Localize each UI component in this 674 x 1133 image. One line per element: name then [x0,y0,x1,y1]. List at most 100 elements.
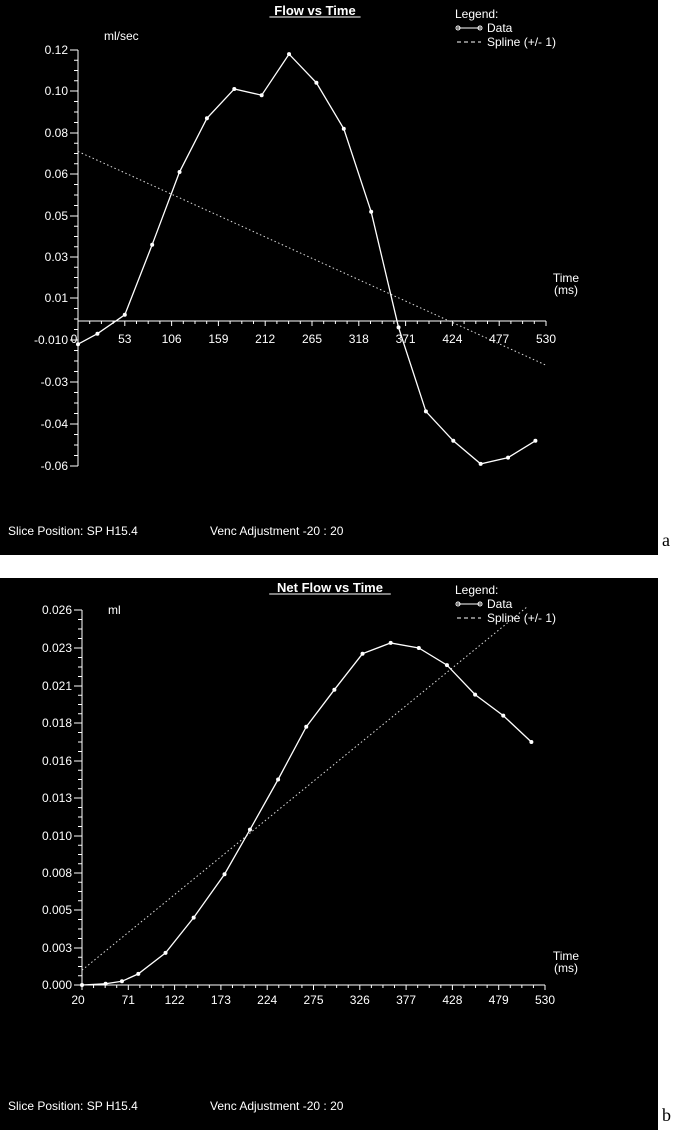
y-axis-unit: ml [108,603,121,617]
data-point [473,692,478,697]
legend-data-marker [477,25,483,31]
net-flow-vs-time-chart: Net Flow vs Time ml 0.026 0.023 0.021 0.018 0.… [8,580,580,1113]
data-point [396,325,401,330]
y-tick-label: 0.013 [42,791,72,805]
data-point [122,312,127,317]
x-tick-label: 479 [489,993,509,1007]
chart-title: Flow vs Time [274,3,355,18]
data-point [506,455,511,460]
legend-data-marker [455,601,461,607]
y-tick-label: 0.023 [42,641,72,655]
y-tick-label: -0.04 [41,417,69,431]
spline-line [81,606,528,971]
data-point [259,93,264,98]
x-tick-label: 477 [489,332,509,346]
x-tick-label: 318 [349,332,369,346]
y-tick-label: 0.010 [42,829,72,843]
x-tick-label: 106 [162,332,182,346]
spline-line [77,150,547,366]
chart-panel-b: Net Flow vs Time ml 0.026 0.023 0.021 0.018 0.… [0,578,658,1130]
legend-data-marker [455,25,461,31]
x-tick-label: 424 [442,332,462,346]
data-line [77,53,536,465]
data-point [388,640,393,645]
y-tick-label: 0.01 [45,291,69,305]
x-tick-label: 428 [442,993,462,1007]
data-point [232,86,237,91]
x-tick-label: 530 [535,993,555,1007]
y-tick-label: 0.08 [45,126,69,140]
x-tick-label: 53 [118,332,132,346]
x-tick-label: 159 [208,332,228,346]
data-point [529,740,534,744]
y-tick-label: 0.10 [45,84,69,98]
data-point [150,242,155,247]
y-tick-label: 0.005 [42,903,72,917]
data-point [222,872,227,877]
y-tick-label: 0.016 [42,754,72,768]
data-point [95,331,100,336]
data-point [501,713,506,718]
data-point [276,777,281,782]
data-point [423,409,428,414]
y-tick-label: -0.06 [41,459,69,473]
data-point [314,80,319,85]
legend-data-label: Data [487,21,513,35]
data-point [444,663,449,668]
data-point [416,646,421,650]
x-axis-label: (ms) [554,961,578,975]
data-point [478,461,483,466]
chart-panel-a: Flow vs Time ml/sec 0.12 0.10 0.08 0.06 0.05 0.… [0,0,658,555]
x-tick-label: 173 [211,993,231,1007]
slice-position-text: Slice Position: SP H15.4 [8,1099,138,1113]
legend-data-marker [477,601,483,607]
legend-data-label: Data [487,597,513,611]
venc-adjustment-text: Venc Adjustment -20 : 20 [210,1099,344,1113]
venc-adjustment-text: Venc Adjustment -20 : 20 [210,524,344,538]
legend-spline-label: Spline (+/- 1) [487,35,556,49]
panel-separator [0,555,674,578]
panel-tag-b: b [662,1105,671,1125]
data-point [287,52,292,57]
x-tick-label: 71 [122,993,136,1007]
y-tick-label: 0.018 [42,716,72,730]
x-tick-label: 275 [303,993,323,1007]
data-point [136,971,141,976]
y-tick-label: 0.12 [45,43,69,57]
y-tick-label: 0.05 [45,209,69,223]
y-tick-label: 0.021 [42,679,72,693]
y-tick-label: 0.003 [42,941,72,955]
x-tick-label: 212 [255,332,275,346]
data-point [247,827,252,832]
y-axis-unit: ml/sec [104,29,139,43]
data-point [332,687,337,692]
panel-tag-a: a [662,530,670,550]
legend-heading: Legend: [455,7,498,21]
data-point [191,915,196,920]
data-point [341,126,346,131]
data-point [204,116,209,121]
slice-position-text: Slice Position: SP H15.4 [8,524,138,538]
x-tick-label: 265 [302,332,322,346]
data-point [533,438,538,443]
flow-vs-time-chart: Flow vs Time ml/sec 0.12 0.10 0.08 0.06 0.05 0.… [8,3,580,538]
data-point [451,438,456,443]
data-point [119,979,124,984]
y-tick-label: 0.06 [45,167,69,181]
legend-spline-label: Spline (+/- 1) [487,611,556,625]
data-point [304,724,309,729]
y-tick-label: 0.03 [45,250,69,264]
x-tick-label: 20 [71,993,85,1007]
data-point [360,651,365,656]
data-point [76,342,80,347]
data-point [369,209,374,214]
y-tick-label: 0.000 [42,978,72,992]
x-axis-label: Time [553,949,580,963]
x-tick-label: 326 [350,993,370,1007]
x-tick-label: 122 [165,993,185,1007]
data-point [103,981,108,986]
x-axis-label: Time [553,271,580,285]
x-tick-label: 0 [71,332,78,346]
data-point [80,983,84,987]
y-tick-label: 0.008 [42,866,72,880]
